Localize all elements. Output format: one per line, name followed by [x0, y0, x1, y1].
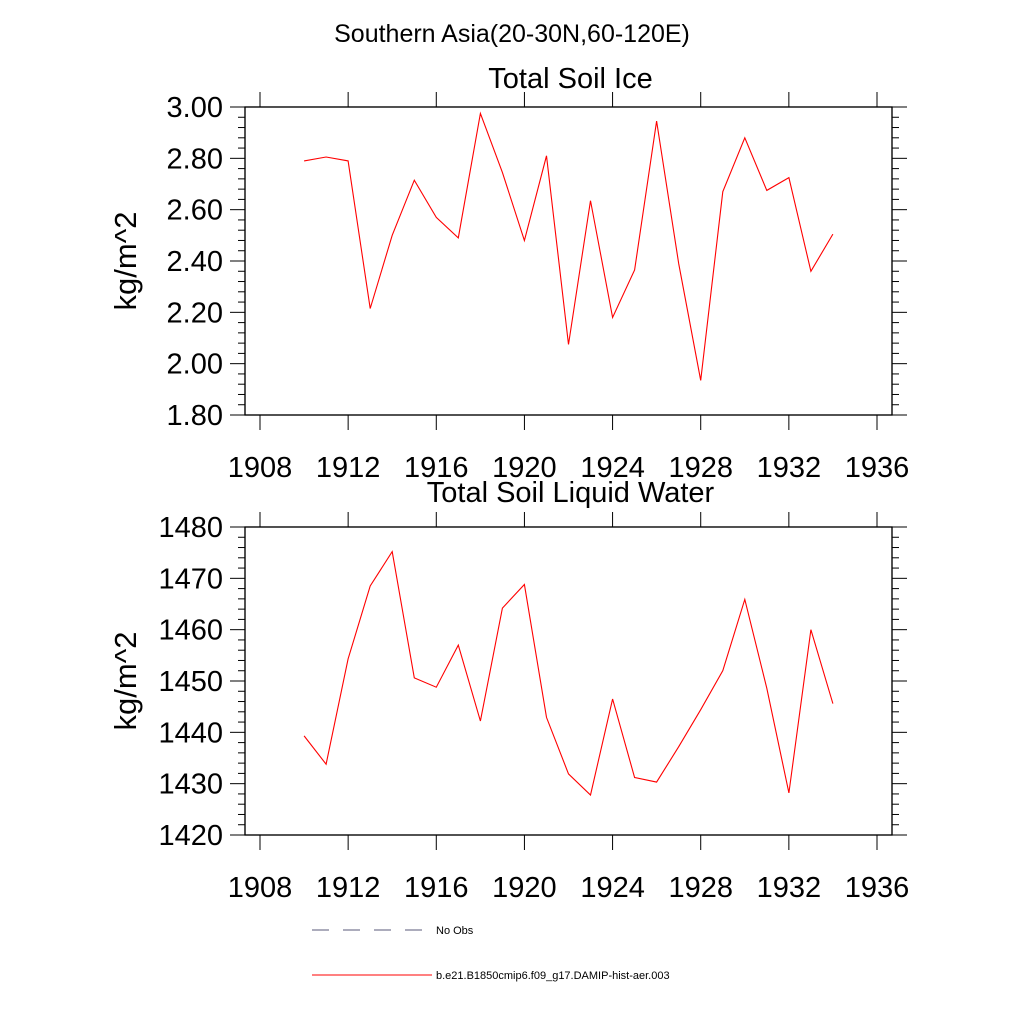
y-tick-label: 1.80 — [167, 400, 223, 432]
legend-label-model: b.e21.B1850cmip6.f09_g17.DAMIP-hist-aer.… — [436, 970, 670, 982]
y-tick-label: 2.40 — [167, 246, 223, 278]
x-tick-label: 1924 — [580, 452, 645, 484]
chart-total-soil-ice: Total Soil Ice kg/m^2 1908 1912 1916 1920 1924… — [108, 63, 909, 484]
x-tick-label: 1928 — [668, 452, 733, 484]
legend: No Obs b.e21.B1850cmip6.f09_g17.DAMIP-hi… — [312, 925, 670, 982]
legend-label-no-obs: No Obs — [436, 925, 474, 937]
x-tick-label: 1932 — [757, 872, 822, 904]
y-axis-label: kg/m^2 — [108, 212, 143, 311]
y-tick-label: 1420 — [158, 820, 223, 852]
plot-area — [244, 526, 893, 836]
y-axis-label: kg/m^2 — [108, 632, 143, 731]
x-tick-label: 1924 — [580, 872, 645, 904]
y-tick-label: 2.20 — [167, 297, 223, 329]
x-tick-label: 1908 — [228, 452, 293, 484]
chart-total-soil-liquid-water: Total Soil Liquid Water kg/m^2 1908 1912 191… — [108, 477, 909, 904]
y-tick-label: 2.00 — [167, 349, 223, 381]
plot-frame — [244, 526, 893, 836]
plot-area — [244, 106, 893, 416]
y-tick-label: 1440 — [158, 717, 223, 749]
chart-title: Total Soil Ice — [488, 63, 652, 95]
y-tick-label: 3.00 — [167, 92, 223, 124]
y-tick-label: 1460 — [158, 615, 223, 647]
x-tick-label: 1912 — [316, 452, 381, 484]
x-tick-label: 1936 — [845, 872, 910, 904]
x-tick-label: 1936 — [845, 452, 910, 484]
x-tick-label: 1916 — [404, 452, 469, 484]
y-tick-label: 2.80 — [167, 143, 223, 175]
x-tick-label: 1920 — [492, 872, 557, 904]
x-tick-label: 1916 — [404, 872, 469, 904]
x-tick-label: 1908 — [228, 872, 293, 904]
y-tick-label: 1450 — [158, 666, 223, 698]
y-tick-label: 2.60 — [167, 195, 223, 227]
x-tick-label: 1912 — [316, 872, 381, 904]
y-tick-label: 1430 — [158, 769, 223, 801]
supertitle: Southern Asia(20-30N,60-120E) — [334, 20, 690, 48]
series-line — [304, 111, 834, 381]
chart-title: Total Soil Liquid Water — [427, 477, 715, 509]
x-tick-label: 1928 — [668, 872, 733, 904]
x-tick-label: 1932 — [757, 452, 822, 484]
y-tick-label: 1480 — [158, 512, 223, 544]
x-tick-label: 1920 — [492, 452, 557, 484]
series-line — [303, 550, 834, 797]
plot-frame — [244, 106, 893, 416]
y-tick-label: 1470 — [158, 563, 223, 595]
